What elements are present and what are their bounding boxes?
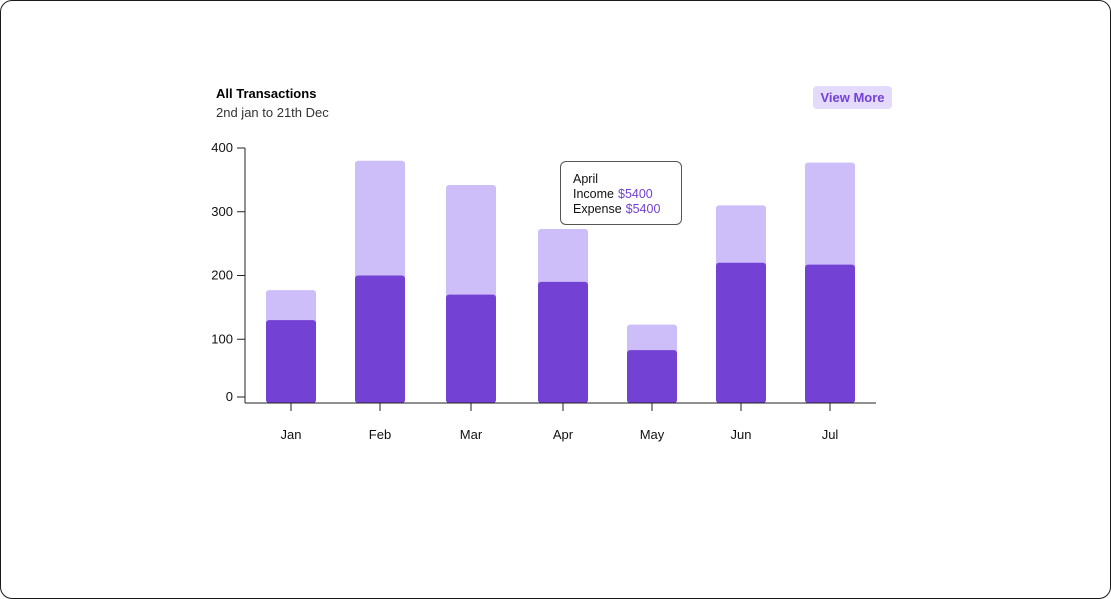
y-tick-label-400: 400 (211, 140, 233, 155)
x-tick-label-jun: Jun (731, 427, 752, 442)
tooltip-expense-value: $5400 (625, 202, 661, 216)
tooltip-income-label: Income (573, 187, 614, 201)
bar-lower-jan (266, 320, 316, 403)
tooltip-month: April (573, 172, 599, 186)
bar-lower-may (627, 350, 677, 403)
x-axis: Jan Feb Mar Apr May Jun Jul (245, 402, 876, 442)
x-tick-label-may: May (640, 427, 665, 442)
y-tick-label-300: 300 (211, 204, 233, 219)
y-axis: 0 100 200 300 400 (211, 140, 246, 404)
chart-title: All Transactions (216, 86, 317, 101)
tooltip-income-value: $5400 (618, 187, 653, 201)
tooltip-expense-label: Expense (573, 202, 622, 216)
y-tick-label-100: 100 (211, 331, 233, 346)
view-more-button[interactable]: View More (813, 86, 892, 109)
bar-lower-jul (805, 264, 855, 403)
x-tick-label-apr: Apr (553, 427, 574, 442)
x-tick-label-mar: Mar (460, 427, 483, 442)
x-tick-label-feb: Feb (369, 427, 391, 442)
x-tick-label-jul: Jul (822, 427, 839, 442)
bar-lower-apr (538, 281, 588, 403)
tooltip-expense-row: Expense $5400 (573, 202, 681, 217)
tooltip-income-row: Income $5400 (573, 187, 681, 202)
y-tick-label-200: 200 (211, 268, 233, 283)
date-range-subtitle: 2nd jan to 21th Dec (216, 105, 329, 120)
chart-tooltip: April Income $5400 Expense $5400 (560, 161, 682, 225)
bar-lower-feb (355, 275, 405, 403)
bar-lower-mar (446, 294, 496, 403)
bar-lower-jun (716, 262, 766, 403)
x-tick-label-jan: Jan (281, 427, 302, 442)
bars-group (266, 160, 855, 403)
y-tick-label-0: 0 (226, 389, 233, 404)
